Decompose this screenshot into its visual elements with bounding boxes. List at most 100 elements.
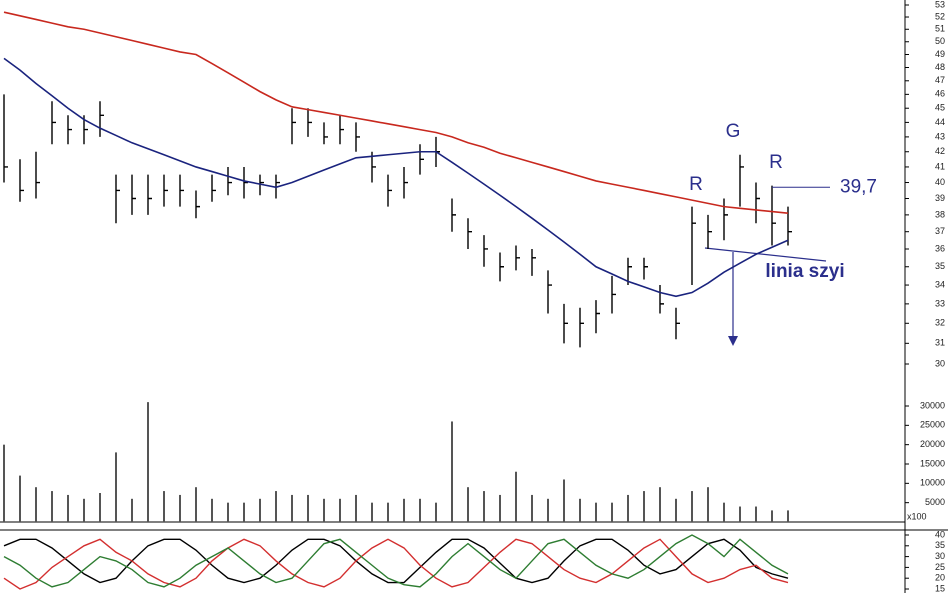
volume-bar bbox=[163, 491, 165, 522]
y-tick-label: 30 bbox=[935, 358, 945, 368]
volume-bar bbox=[243, 502, 245, 522]
price-bar bbox=[291, 108, 296, 145]
y-tick-label: 39 bbox=[935, 193, 945, 203]
price-bar bbox=[675, 307, 680, 340]
price-bar bbox=[547, 270, 552, 314]
volume-bar bbox=[51, 491, 53, 522]
volume-bar bbox=[339, 498, 341, 522]
price-bar bbox=[339, 115, 344, 145]
volume-bar bbox=[3, 444, 5, 522]
volume-bar bbox=[307, 494, 309, 522]
volume-bar bbox=[739, 506, 741, 522]
y-tick-label: 35 bbox=[935, 261, 945, 271]
price-bar bbox=[451, 198, 456, 232]
volume-bar bbox=[147, 402, 149, 522]
volume-bar bbox=[291, 494, 293, 522]
price-bar bbox=[19, 159, 24, 202]
price-bar bbox=[515, 245, 520, 271]
price-bar bbox=[227, 166, 232, 196]
y-tick-label: 30 bbox=[935, 551, 945, 561]
price-bar bbox=[51, 101, 56, 145]
price-bar bbox=[499, 252, 504, 282]
y-tick-label: 25 bbox=[935, 562, 945, 572]
price-bar bbox=[243, 166, 248, 199]
price-bar bbox=[771, 185, 776, 246]
y-tick-label: 47 bbox=[935, 75, 945, 85]
volume-bar bbox=[435, 502, 437, 522]
y-tick-label: 50 bbox=[935, 36, 945, 46]
volume-bar bbox=[691, 491, 693, 522]
volume-bar bbox=[19, 475, 21, 522]
y-tick-label: 32 bbox=[935, 318, 945, 328]
volume-bar bbox=[579, 498, 581, 522]
y-tick-label: 49 bbox=[935, 49, 945, 59]
neckline bbox=[704, 247, 827, 262]
price-bar bbox=[67, 115, 72, 145]
volume-bar bbox=[627, 494, 629, 522]
volume-bar bbox=[131, 498, 133, 522]
volume-bar bbox=[259, 498, 261, 522]
price-bar bbox=[179, 174, 184, 207]
volume-bar bbox=[355, 494, 357, 522]
price-bar bbox=[419, 144, 424, 175]
volume-bar bbox=[659, 487, 661, 522]
volume-bar bbox=[723, 502, 725, 522]
price-bar bbox=[115, 174, 120, 224]
volume-bar bbox=[227, 502, 229, 522]
annotation: R bbox=[689, 174, 703, 195]
price-bar bbox=[643, 257, 648, 280]
volume-bar bbox=[179, 494, 181, 522]
y-tick-label: 25000 bbox=[920, 420, 945, 430]
y-tick-label: 42 bbox=[935, 146, 945, 156]
y-tick-label: 53 bbox=[935, 0, 945, 9]
volume-bar bbox=[115, 452, 117, 522]
volume-bar bbox=[323, 498, 325, 522]
arrow-head bbox=[728, 336, 738, 346]
price-bar bbox=[3, 94, 8, 183]
volume-bar bbox=[67, 494, 69, 522]
y-tick-label: 20000 bbox=[920, 439, 945, 449]
price-bar bbox=[659, 285, 664, 314]
volume-bar bbox=[451, 421, 453, 522]
price-bar bbox=[99, 101, 104, 137]
price-bar bbox=[387, 174, 392, 207]
annotation: R bbox=[769, 152, 783, 173]
volume-bar bbox=[611, 502, 613, 522]
volume-bar bbox=[547, 498, 549, 522]
y-tick-label: 52 bbox=[935, 11, 945, 21]
y-tick-label: 46 bbox=[935, 89, 945, 99]
y-tick-label: 44 bbox=[935, 117, 945, 127]
price-bar bbox=[259, 174, 264, 196]
price-bar bbox=[403, 166, 408, 199]
price-bar bbox=[579, 307, 584, 348]
y-tick-label: 51 bbox=[935, 24, 945, 34]
y-tick-label: 15000 bbox=[920, 458, 945, 468]
price-bar bbox=[723, 198, 728, 241]
price-bar bbox=[611, 275, 616, 314]
y-tick-label: 36 bbox=[935, 243, 945, 253]
y-tick-label: 45 bbox=[935, 103, 945, 113]
volume-bar bbox=[531, 494, 533, 522]
price-bar bbox=[35, 151, 40, 199]
price-bar bbox=[739, 154, 744, 207]
price-bar bbox=[755, 182, 760, 224]
price-bar bbox=[355, 122, 360, 152]
volume-bar bbox=[403, 498, 405, 522]
price-bar bbox=[323, 122, 328, 145]
price-bar bbox=[307, 108, 312, 137]
volume-bar bbox=[499, 494, 501, 522]
annotation: linia szyi bbox=[765, 261, 844, 282]
y-tick-label: 48 bbox=[935, 62, 945, 72]
line-series bbox=[3, 534, 789, 588]
y-tick-label: 40 bbox=[935, 529, 945, 539]
y-tick-label: 20 bbox=[935, 573, 945, 583]
volume-bar bbox=[755, 506, 757, 522]
volume-bar bbox=[595, 502, 597, 522]
price-bar bbox=[563, 303, 568, 344]
price-bar bbox=[787, 206, 792, 246]
line-series bbox=[3, 11, 789, 215]
volume-bar bbox=[387, 502, 389, 522]
price-bar bbox=[147, 174, 152, 215]
